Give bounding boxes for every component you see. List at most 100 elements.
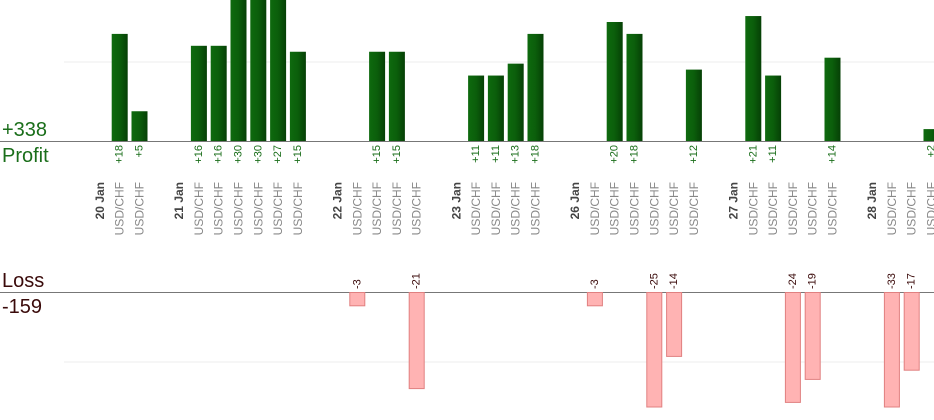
loss-value-label: -33 — [886, 273, 898, 289]
instrument-label: USD/CHF — [133, 182, 147, 235]
labels: 20 Jan USD/CHF +18 USD/CHF +5 21 Jan USD/CHF +1… — [93, 145, 934, 289]
date-label: 23 Jan — [449, 182, 463, 219]
profit-value-label: +16 — [193, 145, 205, 164]
profit-value-label: +18 — [530, 145, 542, 164]
instrument-label: USD/CHF — [509, 182, 523, 235]
profit-value-label: +21 — [747, 145, 759, 164]
instrument-label: USD/CHF — [647, 182, 661, 235]
profit-bar — [289, 51, 306, 141]
profit-value-label: +15 — [292, 145, 304, 164]
instrument-label: USD/CHF — [687, 182, 701, 235]
instrument-label: USD/CHF — [608, 182, 622, 235]
loss-bar — [586, 292, 603, 307]
profit-bar — [111, 33, 128, 141]
loss-value-label: -17 — [906, 273, 918, 289]
instrument-label: USD/CHF — [350, 182, 364, 235]
profit-value-label: +11 — [490, 145, 502, 163]
loss-value-label: -19 — [807, 273, 819, 289]
profit-bar — [824, 57, 841, 142]
profit-bar — [190, 45, 207, 141]
loss-bar — [804, 292, 821, 380]
profit-value-label: +13 — [510, 145, 522, 164]
profit-value-label: +15 — [371, 145, 383, 164]
profit-value-label: +12 — [688, 145, 700, 164]
profit-value-label: +11 — [470, 145, 482, 163]
instrument-label: USD/CHF — [905, 182, 919, 235]
profit-bar — [369, 51, 386, 141]
profit-bar — [468, 75, 485, 141]
profit-bar — [745, 16, 762, 141]
profit-bar — [527, 33, 544, 141]
profit-bar — [230, 0, 247, 141]
loss-value-label: -3 — [589, 279, 601, 289]
profit-bar — [487, 75, 504, 141]
profit-bar — [388, 51, 405, 141]
profit-bar — [765, 75, 782, 141]
profit-total: +338 — [2, 119, 48, 141]
profit-bar — [250, 0, 267, 141]
instrument-label: USD/CHF — [232, 182, 246, 235]
instrument-label: USD/CHF — [410, 182, 424, 235]
profit-value-label: +11 — [767, 145, 779, 163]
loss-bar — [666, 292, 683, 357]
profit-value-label: +18 — [114, 145, 126, 164]
instrument-label: USD/CHF — [667, 182, 681, 235]
date-label: 20 Jan — [93, 182, 107, 219]
profit-value-label: +15 — [391, 145, 403, 164]
loss-value-label: -14 — [668, 273, 680, 289]
profit-value-label: +27 — [272, 145, 284, 164]
profit-bar — [270, 0, 287, 141]
instrument-label: USD/CHF — [113, 182, 127, 235]
loss-total: -159 — [2, 296, 43, 318]
instrument-label: USD/CHF — [390, 182, 404, 235]
instrument-label: USD/CHF — [826, 182, 840, 235]
profit-value-label: +20 — [609, 145, 621, 164]
date-label: 28 Jan — [865, 182, 879, 219]
loss-bar — [349, 292, 366, 307]
profit-bar — [507, 63, 524, 141]
instrument-label: USD/CHF — [628, 182, 642, 235]
profit-value-label: +18 — [629, 145, 641, 164]
loss-bar — [646, 292, 663, 408]
profit-value-label: +2 — [926, 145, 934, 158]
instrument-label: USD/CHF — [291, 182, 305, 235]
loss-bar — [408, 292, 425, 390]
instrument-label: USD/CHF — [529, 182, 543, 235]
date-label: 22 Jan — [331, 182, 345, 219]
profit-value-label: +30 — [233, 145, 245, 164]
instrument-label: USD/CHF — [925, 182, 934, 235]
profit-bar — [685, 69, 702, 141]
profit-bar — [606, 22, 623, 141]
loss-bar — [903, 292, 920, 371]
instrument-label: USD/CHF — [588, 182, 602, 235]
loss-value-label: -3 — [351, 279, 363, 289]
date-label: 21 Jan — [172, 182, 186, 219]
instrument-label: USD/CHF — [885, 182, 899, 235]
instrument-label: USD/CHF — [469, 182, 483, 235]
profit-label: Profit — [2, 145, 49, 167]
profit-value-label: +5 — [134, 145, 146, 158]
instrument-label: USD/CHF — [271, 182, 285, 235]
loss-value-label: -25 — [648, 273, 660, 289]
instrument-label: USD/CHF — [212, 182, 226, 235]
date-label: 26 Jan — [568, 182, 582, 219]
instrument-label: USD/CHF — [370, 182, 384, 235]
profit-bar — [131, 111, 148, 141]
instrument-label: USD/CHF — [746, 182, 760, 235]
instrument-label: USD/CHF — [806, 182, 820, 235]
instrument-label: USD/CHF — [251, 182, 265, 235]
instrument-label: USD/CHF — [489, 182, 503, 235]
loss-bar — [883, 292, 900, 408]
profit-value-label: +30 — [252, 145, 264, 164]
instrument-label: USD/CHF — [192, 182, 206, 235]
profit-bar — [210, 45, 227, 141]
date-label: 27 Jan — [727, 182, 741, 219]
profit-value-label: +14 — [827, 145, 839, 164]
profit-value-label: +16 — [213, 145, 225, 164]
profit-bar — [923, 129, 934, 141]
bars — [111, 0, 934, 408]
loss-label: Loss — [2, 270, 45, 292]
loss-value-label: -21 — [411, 273, 423, 289]
